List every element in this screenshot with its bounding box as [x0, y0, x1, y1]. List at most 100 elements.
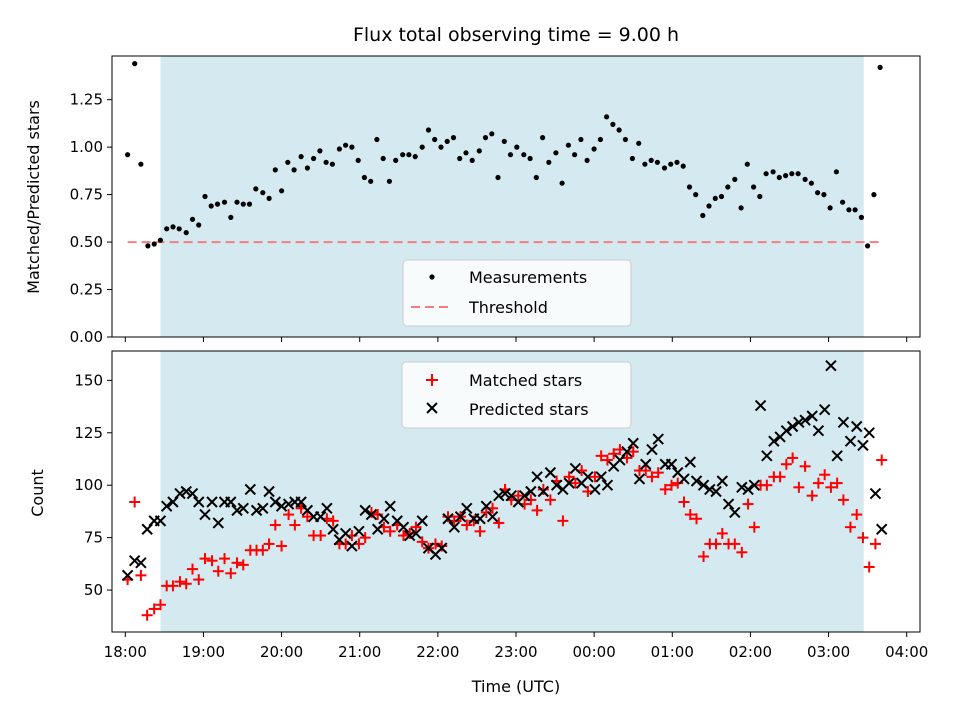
ratio-y-ticks: 0.00 0.25 0.50 0.75 1.00 1.25 — [70, 91, 112, 346]
measurement-point — [616, 127, 622, 133]
matched-star-point — [416, 536, 428, 548]
matched-star-point — [231, 557, 243, 569]
measurement-point — [622, 136, 629, 143]
x-tick-label: 01:00 — [651, 643, 694, 661]
predicted-star-point — [716, 475, 729, 487]
predicted-star-point — [601, 479, 614, 491]
matched-star-point — [480, 506, 492, 518]
predicted-star-point — [474, 513, 486, 525]
x-tick-label: 22:00 — [416, 643, 459, 661]
matched-star-point — [819, 469, 831, 481]
matched-star-point — [678, 496, 690, 508]
measurement-point — [317, 148, 323, 154]
matched-star-point — [327, 515, 339, 527]
predicted-star-point — [493, 489, 505, 502]
measurement-point — [400, 152, 406, 158]
measurement-point — [700, 212, 706, 219]
measurement-point — [654, 159, 661, 165]
matched-star-points — [122, 444, 888, 621]
legend-threshold-label: Threshold — [468, 298, 548, 317]
measurement-point — [565, 142, 572, 148]
measurement-point — [776, 174, 782, 181]
measurement-point — [393, 157, 399, 163]
predicted-star-point — [550, 479, 563, 491]
measurement-point — [686, 184, 693, 190]
predicted-star-point — [678, 473, 690, 485]
predicted-star-point — [371, 523, 384, 535]
measurement-point — [751, 184, 757, 190]
measurement-point — [343, 142, 349, 148]
counts-panel: 50 75 100 125 150 18:00 19:00 20:00 21:00 22:00 2… — [28, 350, 928, 696]
measurement-point — [578, 136, 584, 143]
predicted-star-point — [684, 456, 696, 468]
matched-star-point — [698, 551, 710, 563]
predicted-star-point — [263, 485, 275, 498]
matched-star-point — [461, 519, 473, 531]
matched-star-point — [404, 527, 416, 539]
predicted-star-point — [237, 502, 249, 514]
measurement-point — [795, 171, 801, 177]
x-tick-label: 20:00 — [260, 643, 303, 661]
matched-star-point — [557, 515, 569, 527]
measurement-point — [368, 178, 374, 184]
y-tick-label: 100 — [74, 476, 103, 494]
matched-star-point — [672, 477, 684, 489]
measurement-point — [852, 207, 858, 213]
predicted-star-point — [199, 508, 211, 521]
predicted-star-point — [461, 502, 473, 514]
ratio-panel: 0.00 0.25 0.50 0.75 1.00 1.25 Matched/Predict… — [24, 55, 921, 346]
matched-star-point — [276, 540, 288, 552]
predicted-star-point — [397, 521, 410, 533]
measurement-point — [489, 131, 495, 137]
matched-star-point — [761, 479, 773, 491]
predicted-star-point — [180, 485, 192, 498]
x-tick-label: 02:00 — [729, 643, 772, 661]
measurement-point — [266, 195, 272, 201]
matched-star-point — [436, 540, 448, 552]
predicted-star-point — [825, 359, 837, 372]
measurement-point — [170, 224, 176, 230]
measurement-point — [450, 135, 457, 141]
predicted-star-point — [697, 479, 710, 491]
measurement-point — [693, 192, 699, 198]
matched-star-point — [806, 490, 818, 502]
matched-star-point — [493, 517, 505, 529]
predicted-star-point — [518, 489, 531, 502]
measurement-points — [125, 61, 883, 249]
measurement-point — [208, 203, 214, 209]
x-tick-label: 03:00 — [807, 643, 850, 661]
matched-star-point — [174, 576, 186, 588]
x-tick-label: 04:00 — [885, 643, 928, 661]
matched-star-point — [729, 538, 741, 550]
y-tick-label: 1.00 — [70, 138, 103, 156]
matched-star-point — [863, 561, 875, 573]
matched-star-point — [812, 477, 824, 489]
measurement-point — [757, 193, 763, 200]
predicted-star-point — [850, 420, 863, 433]
y-tick-label: 0.50 — [70, 233, 103, 251]
measurement-point — [260, 190, 266, 196]
predicted-star-point — [416, 515, 428, 527]
predicted-star-point — [544, 466, 557, 479]
predicted-star-point — [359, 504, 371, 517]
matched-star-point — [652, 467, 664, 479]
predicted-star-point — [761, 450, 773, 462]
measurement-point — [821, 192, 827, 198]
legend-measurement-marker — [429, 274, 435, 280]
measurement-point — [476, 148, 482, 154]
predicted-star-point — [595, 471, 607, 483]
matched-star-point — [474, 525, 486, 537]
measurement-point — [725, 184, 731, 190]
predicted-star-point — [154, 515, 167, 527]
predicted-star-point — [627, 437, 639, 449]
matched-star-point — [410, 521, 422, 533]
matched-star-point — [646, 471, 658, 483]
legend-matched-marker — [426, 374, 438, 386]
measurement-point — [125, 152, 131, 158]
predicted-star-point — [269, 496, 282, 508]
predicted-star-point — [831, 450, 843, 462]
measurement-point — [738, 205, 744, 211]
predicted-star-point — [525, 485, 537, 498]
measurement-point — [406, 152, 412, 158]
